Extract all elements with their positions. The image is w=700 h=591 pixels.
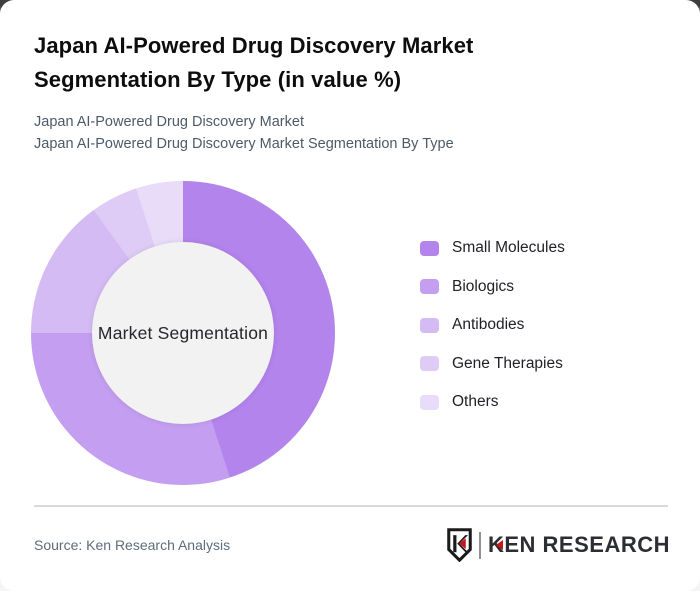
legend-swatch [420, 394, 439, 410]
logo-text-rest: EN RESEARCH [504, 532, 670, 557]
legend-swatch [420, 279, 439, 294]
legend-item-others[interactable]: Others [420, 393, 565, 410]
donut-chart-area: Market Segmentation [31, 181, 335, 485]
subtitle-line-1: Japan AI-Powered Drug Discovery Market [34, 114, 304, 130]
legend-label: Antibodies [452, 316, 525, 333]
logo-divider-bar [478, 531, 481, 559]
red-triangle-icon [496, 540, 504, 550]
donut-center-label: Market Segmentation [97, 322, 269, 343]
legend-item-biologics[interactable]: Biologics [420, 277, 565, 295]
source-note: Source: Ken Research Analysis [34, 537, 231, 553]
shield-k-icon [447, 528, 472, 562]
donut-center: Market Segmentation [92, 242, 274, 424]
legend-label: Biologics [452, 277, 515, 295]
legend-swatch [420, 317, 439, 333]
legend-label: Gene Therapies [452, 354, 563, 372]
logo-wordmark: K EN RESEARCH [488, 532, 670, 558]
legend-swatch [420, 356, 439, 371]
page-title: Japan AI-Powered Drug Discovery Market S… [34, 33, 474, 92]
legend-label: Others [452, 393, 499, 410]
legend-swatch [420, 240, 439, 256]
legend-item-gene-therapies[interactable]: Gene Therapies [420, 354, 565, 372]
footer-divider [34, 505, 668, 507]
chart-subtitle: Japan AI-Powered Drug Discovery Market J… [34, 112, 454, 155]
subtitle-line-2: Japan AI-Powered Drug Discovery Market S… [34, 135, 454, 152]
legend-item-antibodies[interactable]: Antibodies [420, 316, 565, 333]
logo-letter-k: K [487, 532, 505, 557]
donut-chart[interactable]: Market Segmentation [31, 181, 335, 485]
legend-item-small-molecules[interactable]: Small Molecules [420, 239, 565, 256]
ken-research-logo: K EN RESEARCH [446, 527, 670, 563]
chart-legend: Small Molecules Biologics Antibodies Gen… [420, 239, 565, 433]
legend-label: Small Molecules [452, 239, 565, 256]
